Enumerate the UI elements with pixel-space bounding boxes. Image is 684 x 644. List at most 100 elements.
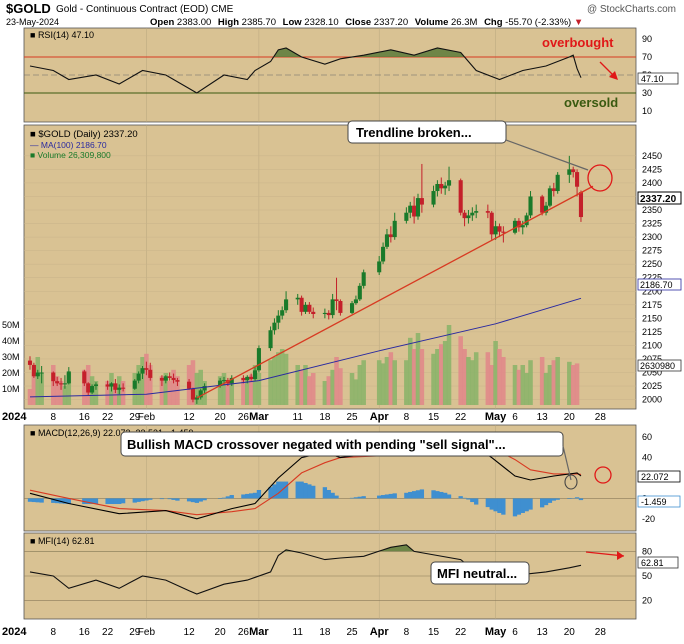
x-tick-label: 22 — [455, 412, 467, 423]
header-name: Gold - Continuous Contract (EOD) CME — [56, 4, 234, 15]
macd-hist-bar — [311, 486, 315, 499]
candle-body — [32, 365, 36, 376]
volume-bar — [385, 357, 390, 405]
macd-hist-bar — [222, 498, 226, 499]
candle-body — [443, 186, 447, 189]
vol-tag: 2630980 — [638, 360, 681, 371]
candle-body — [548, 188, 552, 205]
x-tick-label: 25 — [346, 412, 358, 423]
trendline-annotation-text: Trendline broken... — [356, 125, 472, 140]
candle-body — [148, 370, 152, 378]
candle-body — [90, 386, 94, 393]
candle-body — [51, 373, 55, 382]
volume-bar — [517, 370, 522, 405]
volume-bar — [548, 365, 553, 405]
volume-bar — [377, 360, 382, 405]
candle-body — [280, 310, 284, 315]
candle-body — [393, 221, 397, 237]
volume-bar — [571, 365, 576, 405]
macd-hist-bar — [544, 498, 548, 505]
macd-tick: 60 — [642, 432, 652, 442]
macd-hist-bar — [524, 498, 528, 511]
volume-bar — [358, 365, 363, 405]
price-title: ■ $GOLD (Daily) 2337.20 — [30, 129, 138, 140]
x-tick-label: 25 — [346, 627, 358, 638]
candle-body — [575, 172, 579, 187]
volume-bar — [489, 365, 494, 405]
macd-hist-bar — [296, 482, 300, 499]
x-tick-label: 2024 — [2, 411, 27, 423]
candle-body — [571, 169, 575, 172]
volume-bar — [280, 349, 285, 405]
volume-bar — [555, 357, 560, 405]
macd-hist-bar — [303, 483, 307, 498]
macd-hist-bar — [567, 498, 571, 499]
candle-body — [276, 316, 280, 323]
macd-hist-bar — [362, 496, 366, 498]
x-tick-label: 16 — [79, 412, 91, 423]
candle-body — [40, 373, 44, 374]
candle-body — [28, 361, 32, 365]
candle-body — [303, 305, 307, 312]
macd-hist-bar — [381, 495, 385, 498]
candle-body — [334, 299, 338, 301]
candle-body — [55, 381, 59, 383]
candle-body — [431, 191, 435, 205]
candle-body — [257, 348, 261, 370]
candle-body — [307, 305, 311, 312]
macd-hist-bar — [136, 498, 140, 502]
macd-hist-bar — [358, 497, 362, 499]
candle-body — [323, 313, 327, 314]
macd-hist-bar — [548, 498, 552, 502]
candle-body — [567, 169, 571, 174]
svg-text:2630980: 2630980 — [640, 361, 675, 371]
x-tick-label: Apr — [370, 411, 390, 423]
macd-hist-bar — [435, 491, 439, 498]
x-tick-label: May — [485, 626, 507, 638]
volume-bar — [408, 338, 413, 405]
volume-bar — [350, 373, 355, 405]
macd-hist-bar — [195, 498, 199, 502]
macd-hist-bar — [385, 494, 389, 498]
macd-hist-bar — [202, 498, 206, 500]
candle-body — [435, 184, 439, 191]
price-tick: 2425 — [642, 164, 662, 174]
volume-bar — [268, 360, 273, 405]
ma-legend: — MA(100) 2186.70 — [30, 140, 107, 150]
macd-hist-bar — [241, 494, 245, 498]
candle-body — [59, 383, 63, 384]
candle-body — [106, 384, 110, 386]
x-tick-label: May — [485, 411, 507, 423]
svg-text:-1.459: -1.459 — [641, 497, 667, 507]
volume-bar — [416, 333, 421, 405]
macd-hist-bar — [121, 498, 125, 503]
macd-hist-bar — [148, 498, 152, 499]
x-tick-label: 11 — [293, 627, 304, 638]
volume-bar — [381, 363, 386, 405]
ma-tag: 2186.70 — [638, 279, 681, 290]
candle-body — [168, 376, 172, 378]
candle-body — [296, 298, 300, 300]
macd-hist-bar — [32, 498, 36, 502]
oversold-label: oversold — [564, 95, 618, 110]
x-tick-label: 18 — [319, 412, 331, 423]
x-tick-label: 8 — [404, 627, 410, 638]
macd-hist-bar — [230, 495, 234, 498]
volume-tick: 10M — [2, 384, 20, 394]
macd-hist-bar — [28, 498, 32, 501]
candle-body — [113, 383, 117, 390]
volume-bar — [144, 354, 149, 405]
macd-hist-bar — [218, 498, 222, 499]
candle-body — [447, 180, 451, 185]
volume-bar — [392, 360, 397, 405]
x-tick-label: 26 — [238, 627, 250, 638]
x-tick-label: 22 — [102, 412, 114, 423]
candle-body — [501, 232, 505, 233]
x-tick-label: 8 — [50, 627, 56, 638]
macd-hist-bar — [109, 498, 113, 504]
x-tick-label: 2024 — [2, 626, 27, 638]
rsi-tick: 70 — [642, 52, 652, 62]
volume-bar — [439, 344, 444, 405]
